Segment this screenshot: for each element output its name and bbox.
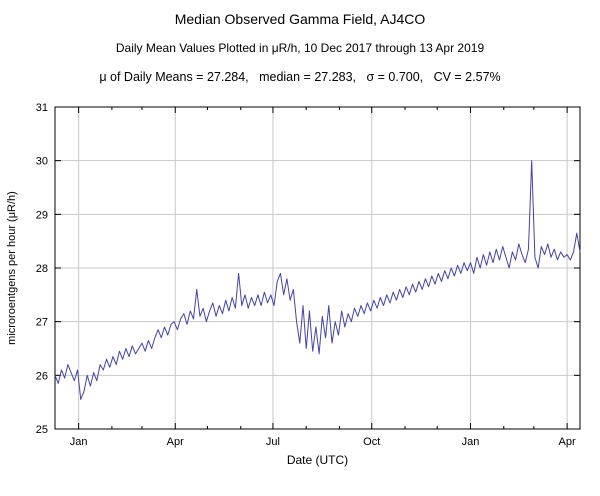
x-tick-label: Jul bbox=[266, 436, 280, 448]
y-tick-label: 28 bbox=[36, 263, 48, 275]
y-tick-label: 29 bbox=[36, 209, 48, 221]
y-tick-label: 26 bbox=[36, 370, 48, 382]
x-tick-label: Oct bbox=[363, 436, 380, 448]
y-tick-label: 30 bbox=[36, 156, 48, 168]
chart-subtitle: Daily Mean Values Plotted in μR/h, 10 De… bbox=[115, 41, 485, 55]
chart-plot: 25 26 27 28 29 30 31 Jan Apr Jul Oct Jan Apr Date (UT… bbox=[6, 102, 581, 467]
chart-title: Median Observed Gamma Field, AJ4CO bbox=[174, 11, 426, 27]
chart-stats-line: μ of Daily Means = 27.284, median = 27.2… bbox=[99, 70, 501, 84]
y-tick-label: 31 bbox=[36, 102, 48, 114]
x-axis-title: Date (UTC) bbox=[287, 453, 348, 467]
x-tick-label: Apr bbox=[167, 436, 184, 448]
y-axis-title: microroentgens per hour (μR/h) bbox=[6, 191, 18, 345]
x-tick-label: Jan bbox=[70, 436, 88, 448]
y-tick-label: 27 bbox=[36, 317, 48, 329]
data-series-line bbox=[54, 160, 581, 400]
x-tick-label: Apr bbox=[559, 436, 576, 448]
y-tick-label: 25 bbox=[36, 424, 48, 436]
x-tick-label: Jan bbox=[462, 436, 480, 448]
